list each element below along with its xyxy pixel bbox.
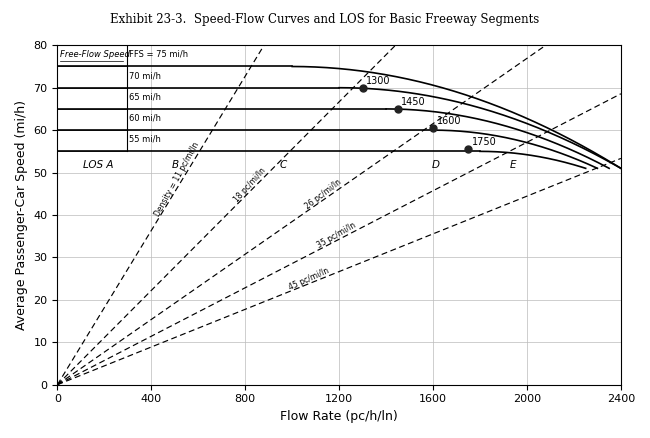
Text: 55 mi/h: 55 mi/h xyxy=(129,135,161,144)
Text: 35 pc/mi/ln: 35 pc/mi/ln xyxy=(316,221,358,250)
Text: D: D xyxy=(432,160,439,170)
Text: B: B xyxy=(171,160,178,170)
Text: 1300: 1300 xyxy=(366,76,391,85)
Y-axis label: Average Passenger-Car Speed (mi/h): Average Passenger-Car Speed (mi/h) xyxy=(15,100,28,330)
Text: 1450: 1450 xyxy=(401,97,426,107)
Text: 18 pc/mi/ln: 18 pc/mi/ln xyxy=(233,166,268,204)
Text: 1750: 1750 xyxy=(472,137,497,147)
Text: 45 pc/mi/ln: 45 pc/mi/ln xyxy=(287,266,331,292)
Text: E: E xyxy=(510,160,516,170)
Text: FFS = 75 mi/h: FFS = 75 mi/h xyxy=(129,50,188,59)
Text: 26 pc/mi/ln: 26 pc/mi/ln xyxy=(304,178,343,211)
Text: LOS A: LOS A xyxy=(83,160,114,170)
Text: 60 mi/h: 60 mi/h xyxy=(129,113,161,123)
X-axis label: Flow Rate (pc/h/ln): Flow Rate (pc/h/ln) xyxy=(280,410,398,423)
Text: 70 mi/h: 70 mi/h xyxy=(129,71,161,80)
Text: Free-Flow Speed: Free-Flow Speed xyxy=(60,50,129,59)
Text: C: C xyxy=(279,160,287,170)
Text: Exhibit 23-3.  Speed-Flow Curves and LOS for Basic Freeway Segments: Exhibit 23-3. Speed-Flow Curves and LOS … xyxy=(111,13,540,26)
Text: 65 mi/h: 65 mi/h xyxy=(129,92,161,101)
Text: Density = 11 pc/mi/ln: Density = 11 pc/mi/ln xyxy=(153,140,202,218)
Text: 1600: 1600 xyxy=(437,116,461,126)
